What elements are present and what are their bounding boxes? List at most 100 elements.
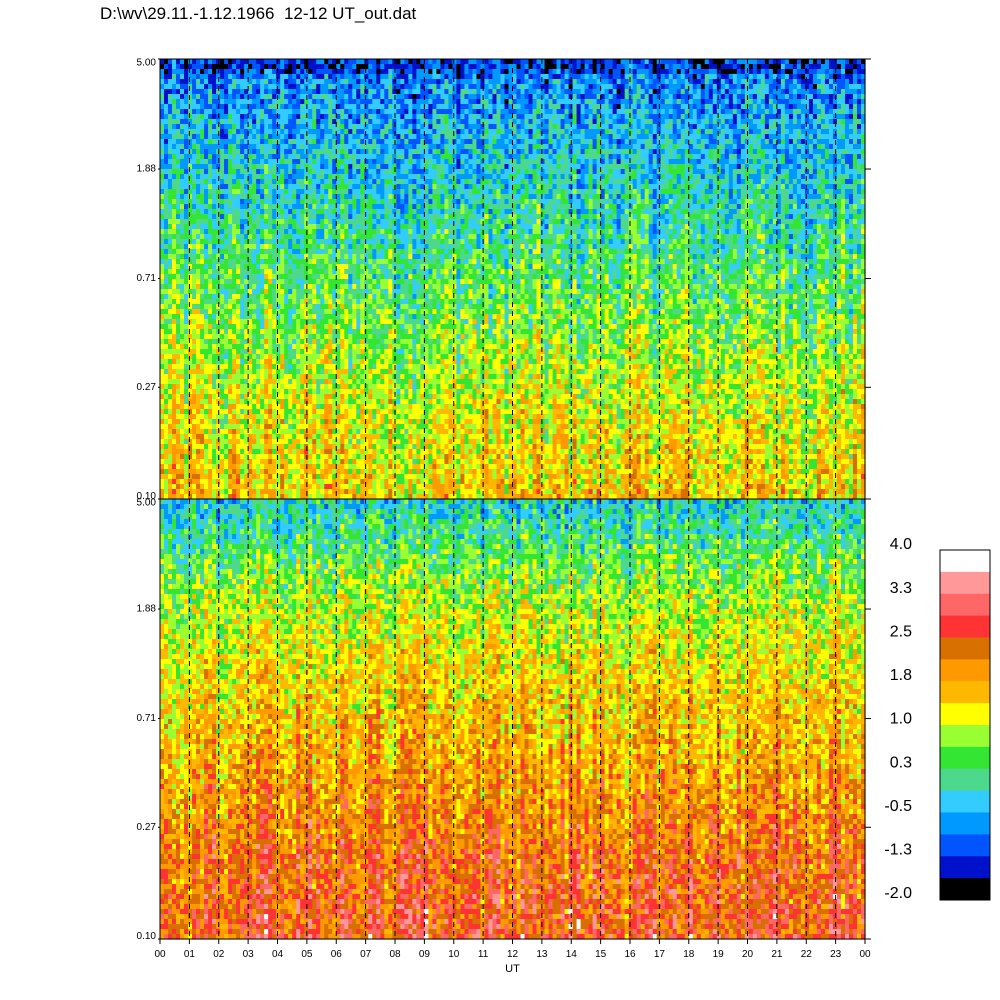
heatmap-cell bbox=[380, 149, 385, 155]
heatmap-cell bbox=[664, 174, 670, 180]
heatmap-cell bbox=[388, 169, 393, 175]
heatmap-cell bbox=[804, 169, 810, 175]
heatmap-cell bbox=[380, 139, 385, 145]
heatmap-cell bbox=[680, 94, 686, 100]
heatmap-cell bbox=[656, 74, 662, 80]
heatmap-cell bbox=[592, 184, 598, 190]
heatmap-cell bbox=[684, 194, 690, 200]
heatmap-cell bbox=[856, 169, 862, 175]
heatmap-cell bbox=[720, 114, 726, 120]
heatmap-cell bbox=[512, 174, 518, 180]
heatmap-cell bbox=[804, 154, 810, 160]
heatmap-cell bbox=[696, 64, 702, 70]
heatmap-cell bbox=[288, 184, 293, 190]
heatmap-cell bbox=[356, 159, 361, 165]
heatmap-cell bbox=[832, 89, 838, 95]
heatmap-cell bbox=[760, 139, 766, 145]
heatmap-cell bbox=[704, 179, 710, 185]
heatmap-cell bbox=[184, 84, 189, 90]
heatmap-cell bbox=[416, 154, 421, 160]
heatmap-cell bbox=[180, 184, 185, 190]
heatmap-cell bbox=[272, 64, 277, 70]
heatmap-cell bbox=[692, 174, 698, 180]
heatmap-cell bbox=[160, 64, 165, 70]
heatmap-cell bbox=[376, 194, 381, 200]
heatmap-cell bbox=[228, 129, 233, 135]
heatmap-cell bbox=[664, 124, 670, 130]
heatmap-cell bbox=[852, 179, 858, 185]
heatmap-cell bbox=[796, 94, 802, 100]
heatmap-cell bbox=[352, 84, 357, 90]
heatmap-cell bbox=[320, 184, 325, 190]
heatmap-cell bbox=[492, 159, 498, 165]
heatmap-cell bbox=[172, 199, 177, 205]
heatmap-cell bbox=[304, 164, 309, 170]
heatmap-cell bbox=[564, 134, 570, 140]
heatmap-cell bbox=[252, 189, 257, 195]
heatmap-cell bbox=[660, 79, 666, 85]
heatmap-cell bbox=[304, 99, 309, 105]
heatmap-cell bbox=[340, 94, 345, 100]
heatmap-cell bbox=[812, 129, 818, 135]
heatmap-cell bbox=[552, 64, 558, 70]
heatmap-cell bbox=[620, 194, 626, 200]
heatmap-cell bbox=[208, 69, 213, 75]
heatmap-cell bbox=[444, 184, 450, 190]
heatmap-cell bbox=[532, 64, 538, 70]
heatmap-cell bbox=[332, 69, 337, 75]
heatmap-cell bbox=[164, 94, 169, 100]
heatmap-cell bbox=[736, 119, 742, 125]
heatmap-cell bbox=[276, 134, 281, 140]
heatmap-cell bbox=[620, 99, 626, 105]
heatmap-cell bbox=[760, 194, 766, 200]
heatmap-cell bbox=[804, 84, 810, 90]
heatmap-cell bbox=[688, 134, 694, 140]
heatmap-cell bbox=[744, 89, 750, 95]
heatmap-cell bbox=[656, 154, 662, 160]
heatmap-cell bbox=[556, 129, 562, 135]
heatmap-cell bbox=[600, 124, 606, 130]
heatmap-cell bbox=[272, 59, 277, 65]
heatmap-cell bbox=[220, 84, 225, 90]
heatmap-cell bbox=[368, 99, 373, 105]
heatmap-cell bbox=[320, 159, 325, 165]
heatmap-cell bbox=[352, 174, 357, 180]
heatmap-cell bbox=[212, 69, 217, 75]
heatmap-cell bbox=[368, 189, 373, 195]
heatmap-cell bbox=[220, 109, 225, 115]
heatmap-cell bbox=[284, 154, 289, 160]
heatmap-cell bbox=[508, 134, 514, 140]
heatmap-cell bbox=[240, 139, 245, 145]
heatmap-cell bbox=[728, 119, 734, 125]
heatmap-cell bbox=[180, 169, 185, 175]
heatmap-cell bbox=[648, 159, 654, 165]
heatmap-cell bbox=[456, 169, 462, 175]
heatmap-cell bbox=[224, 79, 229, 85]
heatmap-cell bbox=[276, 164, 281, 170]
heatmap-cell bbox=[168, 199, 173, 205]
heatmap-cell bbox=[316, 64, 321, 70]
heatmap-cell bbox=[508, 144, 514, 150]
heatmap-cell bbox=[160, 149, 165, 155]
heatmap-cell bbox=[372, 104, 377, 110]
heatmap-cell bbox=[440, 69, 446, 75]
heatmap-cell bbox=[460, 149, 466, 155]
heatmap-cell bbox=[684, 94, 690, 100]
heatmap-cell bbox=[224, 199, 229, 205]
heatmap-cell bbox=[684, 84, 690, 90]
heatmap-cell bbox=[548, 169, 554, 175]
heatmap-cell bbox=[472, 119, 478, 125]
heatmap-cell bbox=[232, 99, 237, 105]
heatmap-cell bbox=[248, 119, 253, 125]
heatmap-cell bbox=[592, 84, 598, 90]
heatmap-cell bbox=[692, 144, 698, 150]
heatmap-cell bbox=[516, 119, 522, 125]
heatmap-cell bbox=[260, 159, 265, 165]
heatmap-cell bbox=[372, 179, 377, 185]
heatmap-cell bbox=[252, 84, 257, 90]
heatmap-cell bbox=[776, 164, 782, 170]
heatmap-cell bbox=[416, 134, 421, 140]
heatmap-cell bbox=[348, 179, 353, 185]
heatmap-cell bbox=[636, 144, 642, 150]
heatmap-cell bbox=[616, 94, 622, 100]
